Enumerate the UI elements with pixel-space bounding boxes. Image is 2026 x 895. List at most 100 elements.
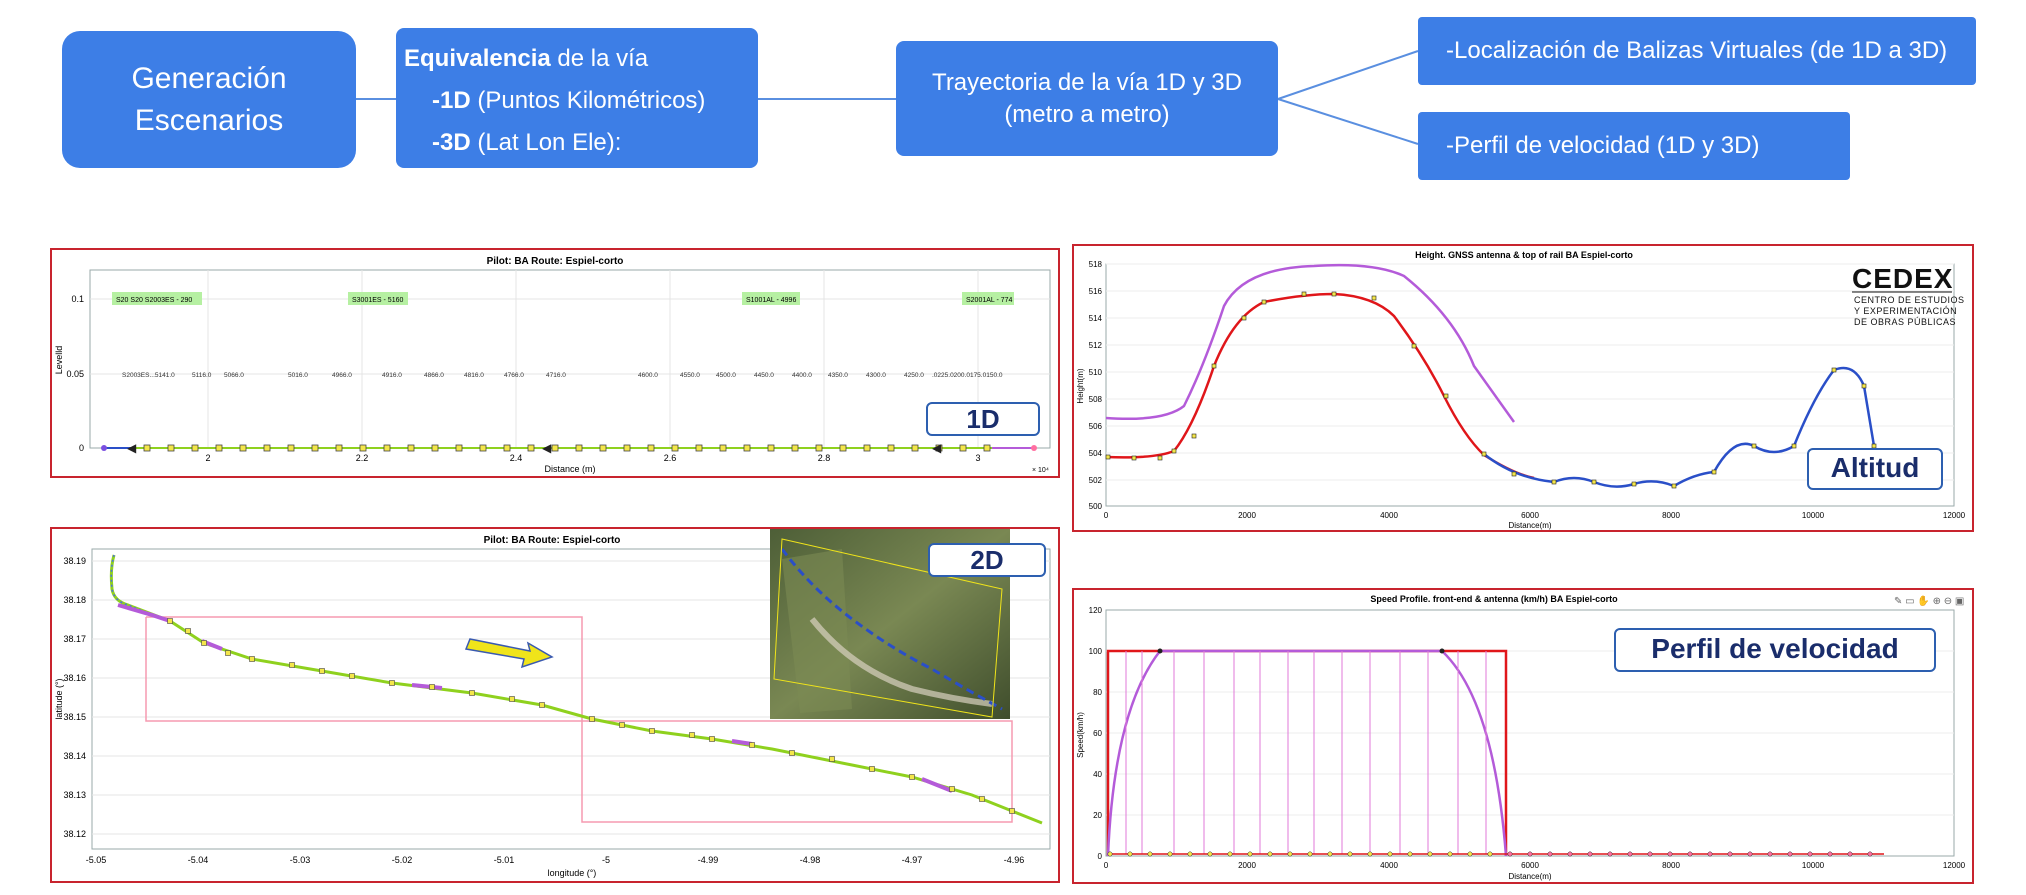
alt-pk-marker (1171, 448, 1177, 454)
balizas-box: -Localización de Balizas Virtuales (de 1… (1418, 17, 1976, 85)
p2d-pk-marker (289, 662, 295, 668)
alt-pk-marker (1191, 433, 1197, 439)
vel-pk-marker (1387, 851, 1393, 857)
p2d-pk-marker (789, 750, 795, 756)
alt-antenna-curve (1105, 263, 1516, 423)
p2d-pk-marker (869, 766, 875, 772)
cedex-logo-line: DE OBRAS PÚBLICAS (1854, 317, 1956, 327)
p2d-ytick: 38.14 (63, 751, 86, 761)
p2d-pk-marker (319, 668, 325, 674)
vel-ytick: 40 (1093, 770, 1102, 779)
p1d-pk-label: 4716.0 (546, 372, 566, 379)
equivalencia-box: Equivalencia de la vía -1D (Puntos Kilom… (396, 28, 758, 168)
p1d-pk-marker (407, 444, 415, 452)
p1d-pk-marker (815, 444, 823, 452)
vel-pk-marker (1287, 851, 1293, 857)
p1d-pk-marker (791, 444, 799, 452)
p2d-purple-seg (731, 739, 753, 746)
p1d-arrow-marker: ◀ (542, 441, 552, 455)
vel-pk-marker (1607, 851, 1613, 857)
p1d-end-dot (1031, 445, 1037, 451)
p1d-ytick: 0 (79, 443, 84, 453)
p1d-pk-label: S2003ES...5141.0 (122, 372, 175, 379)
p1d-pk-label: 4866.0 (424, 372, 444, 379)
p1d-title: Pilot: BA Route: Espiel-corto (487, 256, 624, 267)
balizas-label: -Localización de Balizas Virtuales (de 1… (1446, 37, 1948, 64)
alt-ytick: 506 (1089, 422, 1103, 431)
p2d-xtick: -4.97 (902, 855, 923, 865)
vel-pk-marker (1167, 851, 1173, 857)
p1d-green-label: S20 S20 S2003ES - 290 (116, 297, 192, 304)
p2d-xtick: -5.05 (86, 855, 107, 865)
p2d-xtick: -5.01 (494, 855, 515, 865)
vel-xtick: 0 (1104, 861, 1109, 870)
alt-ylabel: Height(m) (1076, 368, 1085, 403)
alt-xlabel: Distance(m) (1508, 521, 1551, 530)
vel-ytick: 80 (1093, 688, 1102, 697)
vel-pk-marker (1227, 851, 1233, 857)
vel-ytick: 20 (1093, 811, 1102, 820)
p1d-pk-marker (743, 444, 751, 452)
alt-xtick: 10000 (1802, 511, 1825, 520)
p1d-green-label-bg (112, 292, 202, 305)
alt-ytick: 504 (1089, 449, 1103, 458)
alt-pk-marker (1411, 343, 1417, 349)
p1d-pk-label: 4966.0 (332, 372, 352, 379)
alt-ytick: 514 (1089, 314, 1103, 323)
vel-xtick: 4000 (1380, 861, 1398, 870)
alt-ytick: 518 (1089, 260, 1103, 269)
vel-limit-curve (1106, 649, 1508, 856)
alt-ytick: 508 (1089, 395, 1103, 404)
p1d-pk-marker (863, 444, 871, 452)
p2d-xtick: -5.02 (392, 855, 413, 865)
cedex-logo: CEDEX CENTRO DE ESTUDIOS Y EXPERIMENTACI… (1852, 263, 1965, 327)
p2d-ytick: 38.12 (63, 829, 86, 839)
p1d-pk-marker (623, 444, 631, 452)
p2d-pk-marker (619, 722, 625, 728)
p1d-arrow-marker: ◀ (127, 441, 137, 455)
p1d-pk-marker (695, 444, 703, 452)
plot-toolbar-icons[interactable]: ✎ ▭ ✋ ⊕ ⊖ ▣ (1894, 594, 1964, 607)
vel-pk-marker (1567, 851, 1573, 857)
p1d-green-label-bg (348, 292, 408, 305)
p2d-ytick: 38.16 (63, 673, 86, 683)
alt-xtick: 8000 (1662, 511, 1680, 520)
p1d-pk-marker (359, 444, 367, 452)
p1d-pk-label: 5066.0 (224, 372, 244, 379)
p2d-purple-seg (921, 777, 953, 793)
vel-pk-marker (1747, 851, 1753, 857)
alt-pk-marker (1261, 299, 1267, 305)
p2d-ytick: 38.13 (63, 790, 86, 800)
vel-pk-marker (1447, 851, 1453, 857)
p1d-pk-label: 4916.0 (382, 372, 402, 379)
alt-xtick: 2000 (1238, 511, 1256, 520)
cedex-logo-line: CENTRO DE ESTUDIOS (1854, 295, 1965, 305)
vel-pk-marker (1247, 851, 1253, 857)
p1d-pk-marker (455, 444, 463, 452)
vel-xtick: 6000 (1521, 861, 1539, 870)
chart-2d: Pilot: BA Route: Espiel-corto 38.19 38.1… (54, 529, 1051, 878)
vel-pk-marker (1347, 851, 1353, 857)
tag-altitud: Altitud (1807, 448, 1943, 490)
generacion-line1: Generación (131, 61, 287, 95)
p1d-xtick: 2.4 (510, 453, 523, 463)
alt-pk-marker (1131, 455, 1137, 461)
p2d-pk-marker (709, 736, 715, 742)
p1d-xtick: 2.6 (664, 453, 677, 463)
p2d-xtick: -4.98 (800, 855, 821, 865)
alt-pk-marker (1301, 291, 1307, 297)
vel-pk-marker (1207, 851, 1213, 857)
p2d-pk-marker (225, 650, 231, 656)
p1d-pk-marker (527, 444, 535, 452)
vel-pk-marker (1327, 851, 1333, 857)
p2d-pk-marker (649, 728, 655, 734)
vel-xtick: 2000 (1238, 861, 1256, 870)
p1d-xtick: 2.2 (356, 453, 369, 463)
p1d-pk-label: 4350.0 (828, 372, 848, 379)
p1d-pk-marker (143, 444, 151, 452)
p1d-pk-label: 4300.0 (866, 372, 886, 379)
tag-perfil-velocidad: Perfil de velocidad (1614, 628, 1936, 672)
cedex-logo-line: Y EXPERIMENTACIÓN (1854, 306, 1957, 316)
vel-pk-marker (1827, 851, 1833, 857)
